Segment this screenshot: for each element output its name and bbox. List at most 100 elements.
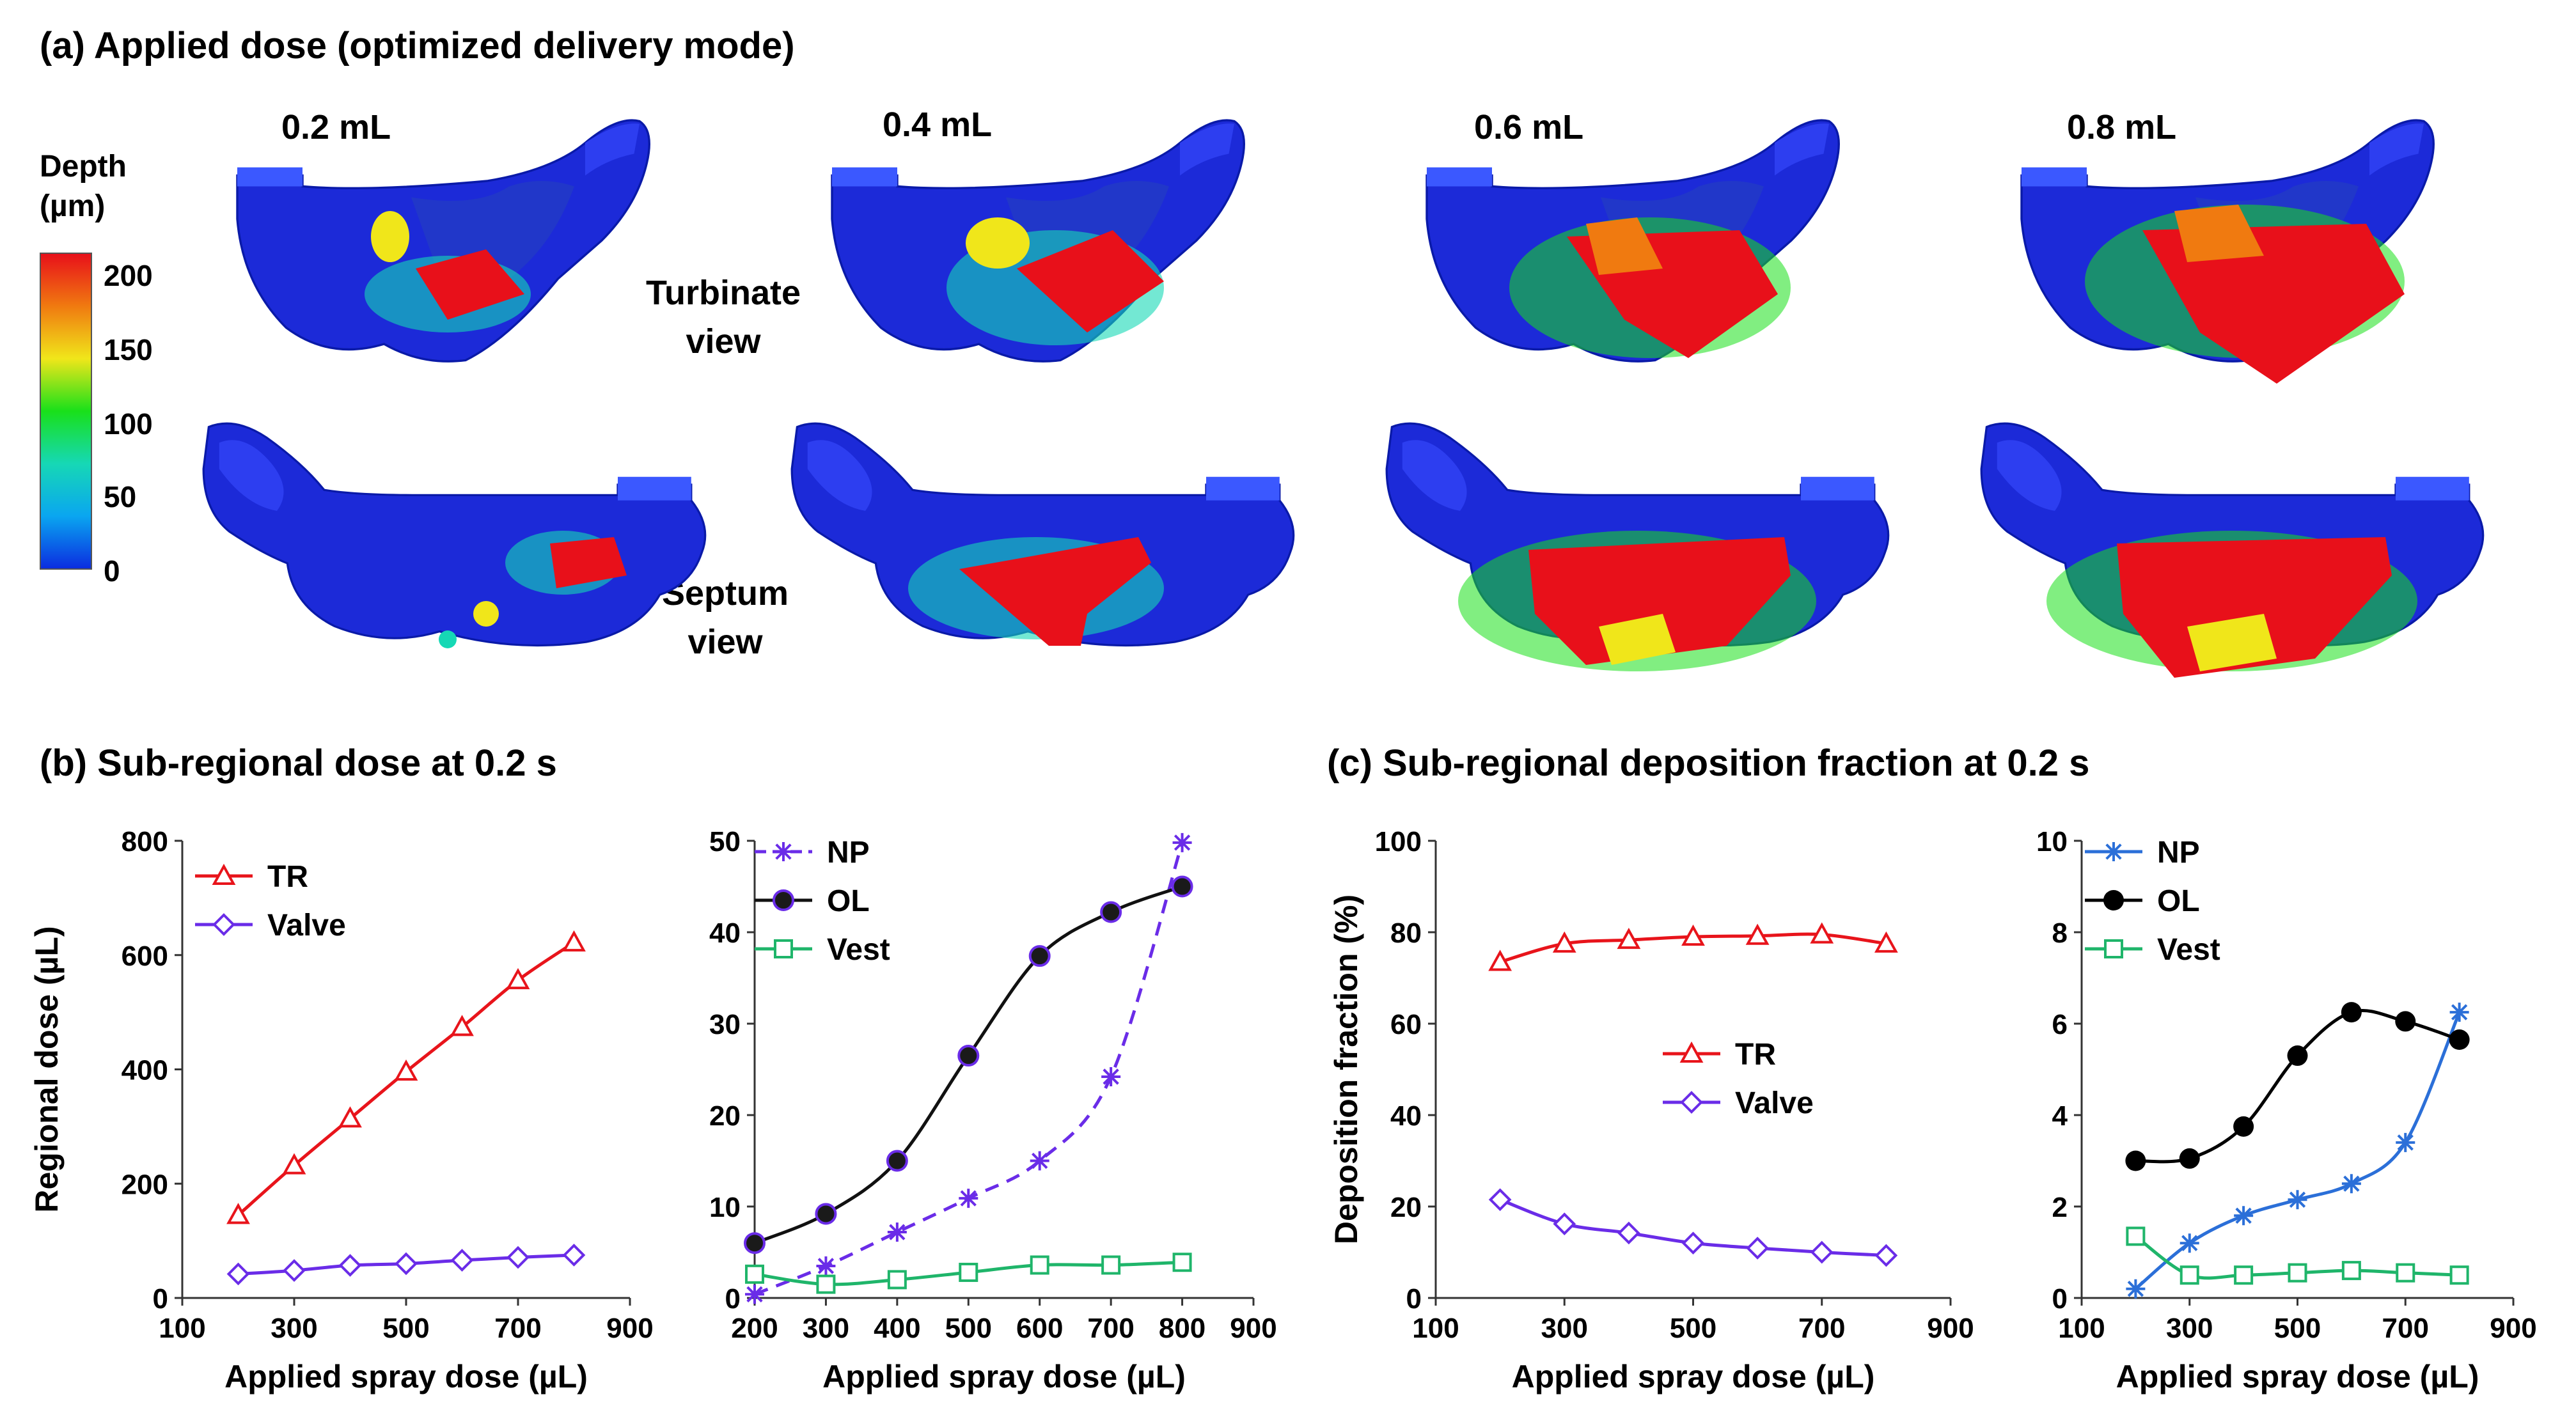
chart-c2-ytick-label: 8 (2052, 918, 2068, 949)
chart-c1-point-valve (1874, 1244, 1898, 1267)
chart-c2-xtick-label: 300 (2166, 1313, 2213, 1344)
chart-c2-series-vest (2126, 1226, 2469, 1285)
chart-c1-ytick-label: 60 (1390, 1009, 1422, 1040)
chart-b2-ytick-label: 0 (725, 1283, 741, 1315)
chart-b1-ytick-label: 800 (122, 826, 168, 857)
chart-c2-legend-ol: OL (2085, 884, 2200, 918)
septum-render-2 (790, 422, 1295, 647)
chart-b2-point-np (887, 1223, 907, 1242)
chart-b2-legend-label: Vest (827, 933, 890, 967)
chart-c2-xtick-label: 900 (2490, 1313, 2536, 1344)
chart-b2-xtick-label: 500 (945, 1313, 992, 1344)
chart-c2-point-ol (2395, 1011, 2416, 1032)
chart-b2-xtick-label: 900 (1230, 1313, 1276, 1344)
colorbar-tick-100: 100 (104, 407, 153, 441)
chart-b2-point-vest (745, 1264, 764, 1284)
chart-c1-point-tr (1745, 923, 1770, 945)
chart-c2-point-ol (2233, 1116, 2254, 1137)
chart-b1-xtick-label: 900 (606, 1313, 653, 1344)
chart-b2-point-ol (957, 1045, 980, 1067)
chart-b1-point-valve (507, 1246, 530, 1269)
chart-c2-legend-marker (2104, 842, 2123, 861)
chart-b2-line-np (754, 842, 1184, 1296)
chart-c1-point-valve (1681, 1231, 1705, 1255)
panel-a-title: (a) Applied dose (optimized delivery mod… (40, 25, 795, 66)
chart-b1-point-valve (450, 1249, 474, 1272)
panel-c-title: (c) Sub-regional deposition fraction at … (1327, 742, 2090, 784)
chart-c2-point-np (2234, 1206, 2254, 1226)
chart-c1-xtick-label: 500 (1670, 1313, 1716, 1344)
chart-c2-point-np (2126, 1279, 2146, 1299)
chart-b2-point-np (1030, 1151, 1049, 1171)
panel-b-title: (b) Sub-regional dose at 0.2 s (40, 742, 557, 784)
chart-c2-point-vest (2179, 1265, 2199, 1285)
chart-b1-xtick-label: 300 (271, 1313, 317, 1344)
chart-b1-point-valve (562, 1244, 586, 1267)
chart-c2-point-vest (2288, 1263, 2307, 1283)
turbinate-render-2 (831, 119, 1246, 363)
chart-c2-legend-marker (2103, 890, 2124, 910)
turbinate-view-line1: Turbinate (646, 274, 801, 312)
chart-b1-ylabel: Regional dose (µL) (29, 926, 65, 1212)
chart-b2-point-vest (816, 1274, 836, 1294)
chart-c2-xlabel: Applied spray dose (µL) (2116, 1359, 2479, 1395)
chart-c-deposition-np-ol-vest: 0 2 4 6 8 10 100 300 500 700 900 Applied spray dose… (2036, 826, 2537, 1395)
chart-c2-point-vest (2234, 1265, 2254, 1285)
dose-label-3: 0.6 mL (1474, 108, 1584, 146)
nasal-model-renders (202, 119, 2485, 678)
chart-c1-xtick-label: 300 (1541, 1313, 1588, 1344)
septum-render-4 (1980, 422, 2485, 678)
turbinate-render-3 (1425, 119, 1841, 363)
chart-b2-point-ol (815, 1203, 837, 1225)
chart-c2-point-vest (2126, 1226, 2146, 1246)
septum-view-line2: view (687, 623, 763, 661)
chart-b1-xtick-label: 700 (494, 1313, 541, 1344)
chart-b2-point-ol (1028, 945, 1051, 967)
chart-c2-series-ol (2125, 1002, 2470, 1171)
chart-b2-point-np (745, 1285, 764, 1304)
chart-b1-ytick-label: 600 (122, 941, 168, 972)
chart-c2-point-np (2288, 1190, 2307, 1210)
chart-c2-ytick-label: 4 (2052, 1100, 2068, 1132)
chart-b2-legend-label: NP (827, 836, 870, 870)
chart-c1-ylabel: Deposition fraction (%) (1328, 895, 1364, 1244)
chart-b2-legend-marker (773, 889, 794, 911)
chart-c2-point-np (2341, 1174, 2361, 1194)
chart-b2-point-np (959, 1189, 978, 1208)
chart-b1-point-valve (283, 1259, 306, 1282)
chart-c1-point-valve (1746, 1237, 1769, 1260)
colorbar-tick-0: 0 (104, 554, 120, 588)
chart-b2-ytick-label: 40 (709, 918, 741, 949)
chart-b1-point-tr (450, 1015, 474, 1036)
chart-c1-legend-marker (1680, 1091, 1703, 1114)
chart-b2-point-ol (1100, 901, 1122, 923)
chart-c1-xlabel: Applied spray dose (µL) (1512, 1359, 1875, 1395)
colorbar-tick-50: 50 (104, 480, 137, 513)
chart-c-deposition-tr-valve: 0 20 40 60 80 100 100 300 500 700 900 Applied spray… (1328, 826, 1974, 1395)
colorbar-tick-150: 150 (104, 333, 153, 366)
chart-c2-ytick-label: 6 (2052, 1009, 2068, 1040)
chart-c1-ytick-label: 100 (1375, 826, 1422, 857)
chart-b1-point-tr (506, 967, 530, 990)
chart-b2-legend-marker (774, 842, 793, 861)
turbinate-view-line2: view (686, 322, 761, 361)
colorbar-title-line1: Depth (40, 150, 127, 184)
chart-c2-point-ol (2179, 1148, 2200, 1169)
dose-label-2: 0.4 mL (883, 105, 993, 144)
chart-b2-point-ol (886, 1150, 908, 1172)
chart-c2-legend-label: Vest (2157, 933, 2220, 967)
chart-b-regional-dose-np-ol-vest: 0 10 20 30 40 50 200 300 400 500 600 700 800 900 Appli… (709, 826, 1277, 1395)
chart-c1-point-tr (1681, 925, 1705, 946)
chart-b1-legend-marker (212, 913, 235, 936)
chart-b2-point-ol (1171, 875, 1193, 898)
dose-label-4: 0.8 mL (2067, 108, 2177, 146)
chart-c1-ytick-label: 40 (1390, 1100, 1422, 1132)
chart-b2-point-vest (1172, 1253, 1192, 1272)
chart-c2-line-ol (2135, 1008, 2460, 1164)
chart-b1-ytick-label: 200 (122, 1169, 168, 1200)
chart-c1-ytick-label: 20 (1390, 1192, 1422, 1223)
chart-b1-point-valve (395, 1252, 418, 1276)
chart-b2-legend-np: NP (755, 836, 870, 870)
chart-c1-point-tr (1810, 922, 1834, 944)
chart-c2-point-vest (2341, 1261, 2361, 1281)
